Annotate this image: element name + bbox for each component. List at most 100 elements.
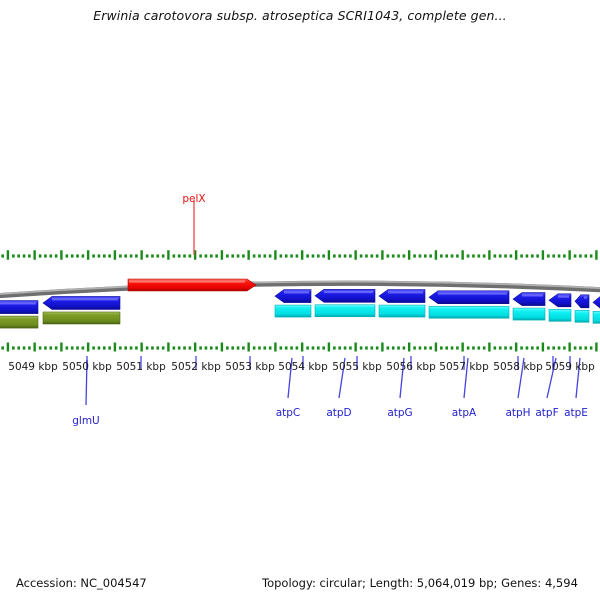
gene-bar-cyan[interactable] — [592, 311, 600, 324]
tick-minor — [584, 254, 588, 258]
gene-label-atpA[interactable]: atpA — [451, 407, 477, 419]
tick-minor — [359, 254, 363, 258]
gene-feature-pelx[interactable] — [127, 278, 257, 292]
tick-minor — [375, 346, 379, 350]
sequence-svg[interactable] — [0, 150, 600, 440]
tick-minor — [1, 254, 4, 258]
gene-highlight — [584, 296, 587, 299]
tick-minor — [172, 254, 176, 258]
gene-bar-olive[interactable] — [42, 311, 121, 325]
sequence-graphic-panel[interactable] — [0, 150, 600, 440]
ruler-label: 5052 kbp — [171, 361, 221, 373]
leader-line-atpG — [399, 357, 405, 399]
tick-minor — [12, 254, 15, 258]
tick-minor — [520, 254, 523, 258]
tick-minor — [365, 254, 368, 258]
tick-minor — [151, 254, 154, 258]
tick-minor — [183, 254, 186, 258]
tick-minor — [135, 346, 138, 350]
tick-major — [113, 250, 117, 260]
gene-bar-cyan[interactable] — [512, 307, 546, 321]
tick-minor — [290, 346, 293, 350]
gene-label-atpF[interactable]: atpF — [535, 407, 559, 419]
leader-line-atpA — [463, 357, 469, 399]
tick-major — [381, 250, 384, 260]
gene-bar-olive[interactable] — [0, 315, 39, 329]
tick-major — [220, 342, 224, 352]
tick-major — [354, 250, 357, 260]
tick-minor — [215, 254, 218, 258]
tick-minor — [119, 346, 122, 350]
tick-major — [514, 342, 518, 352]
tick-minor — [306, 346, 309, 350]
gene-highlight — [558, 295, 569, 298]
gene-label-pelX[interactable]: pelX — [182, 193, 206, 205]
tick-minor — [38, 254, 42, 258]
gene-label-glmU[interactable]: glmU — [72, 415, 100, 427]
tick-minor — [370, 254, 374, 258]
tick-minor — [343, 254, 347, 258]
tick-minor — [210, 254, 213, 258]
tick-minor — [397, 254, 400, 258]
tick-minor — [231, 346, 234, 350]
tick-major — [33, 250, 36, 260]
tick-minor — [263, 346, 267, 350]
tick-minor — [268, 254, 272, 258]
tick-minor — [472, 254, 475, 258]
tick-major — [274, 250, 277, 260]
ruler-label: 5051 kbp — [116, 361, 166, 373]
gene-bar-cyan[interactable] — [574, 310, 590, 323]
tick-minor — [70, 254, 74, 258]
gene-bar-cyan[interactable] — [548, 309, 572, 322]
tick-minor — [482, 254, 486, 258]
tick-major — [568, 342, 571, 352]
sequence-backbone[interactable] — [0, 280, 600, 299]
gene-label-atpH[interactable]: atpH — [505, 407, 531, 419]
gene-bar-cyan[interactable] — [378, 304, 426, 318]
tick-major — [60, 342, 63, 352]
ruler-label: 5055 kbp — [332, 361, 382, 373]
tick-minor — [563, 346, 566, 350]
tick-minor — [22, 254, 26, 258]
tick-minor — [49, 346, 53, 350]
tick-minor — [54, 254, 58, 258]
leader-line-atpD — [338, 357, 346, 399]
tick-minor — [268, 346, 272, 350]
tick-minor — [231, 254, 234, 258]
tick-minor — [498, 254, 502, 258]
tick-minor — [295, 346, 299, 350]
gene-highlight — [52, 298, 118, 301]
tick-major — [488, 250, 491, 260]
gene-bar-cyan[interactable] — [274, 304, 312, 318]
tick-minor — [573, 254, 577, 258]
tick-minor — [498, 346, 502, 350]
gene-feature-row-bars[interactable] — [0, 304, 600, 329]
tick-minor — [129, 346, 133, 350]
tick-minor — [418, 254, 422, 258]
gene-label-atpG[interactable]: atpG — [387, 407, 413, 419]
gene-bar-cyan[interactable] — [428, 305, 510, 319]
tick-minor — [65, 254, 69, 258]
tick-major — [60, 250, 63, 260]
ruler-tick — [569, 356, 571, 370]
ruler-label: 5059 kbp — [545, 361, 595, 373]
gene-label-atpC[interactable]: atpC — [275, 407, 301, 419]
ruler-label: 5058 kbp — [493, 361, 543, 373]
tick-minor — [81, 346, 85, 350]
gene-feature-row-blue[interactable] — [0, 288, 600, 314]
gene-label-atpD[interactable]: atpD — [326, 407, 352, 419]
tick-minor — [445, 346, 448, 350]
gene-arrow-blue[interactable] — [592, 296, 600, 309]
tick-minor — [17, 254, 20, 258]
tick-minor — [589, 254, 593, 258]
gene-label-atpE[interactable]: atpE — [564, 407, 588, 419]
tick-minor — [44, 346, 47, 350]
tick-minor — [28, 346, 31, 350]
gene-bar-cyan[interactable] — [314, 304, 376, 318]
tick-minor — [103, 254, 106, 258]
gene-highlight — [522, 294, 543, 297]
tick-minor — [391, 254, 395, 258]
tick-major — [193, 342, 197, 352]
gene-highlight — [388, 291, 423, 294]
